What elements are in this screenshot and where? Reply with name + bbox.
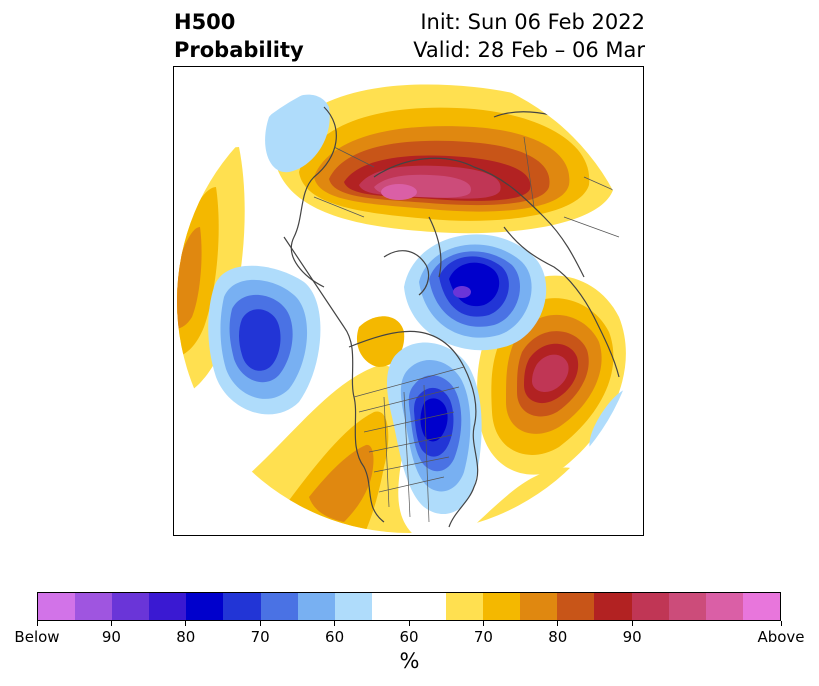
colorbar-segment <box>483 593 521 620</box>
colorbar-segment <box>334 593 372 620</box>
colorbar-tick-label: Below <box>14 628 60 646</box>
colorbar-label: % <box>399 649 420 673</box>
colorbar-segment <box>520 593 558 620</box>
valid-date-label: Valid: 28 Feb – 06 Mar <box>413 38 645 62</box>
colorbar-segment <box>112 593 150 620</box>
colorbar-segment <box>668 593 706 620</box>
title-line-1: H500 <box>174 10 236 34</box>
anomaly-above-south <box>234 316 584 533</box>
colorbar-tick-label: 70 <box>250 628 270 646</box>
colorbar-tick-label: Above <box>757 628 805 646</box>
colorbar-tick-label: 70 <box>473 628 493 646</box>
colorbar-segment <box>75 593 113 620</box>
colorbar-tick <box>259 621 261 626</box>
colorbar-segment <box>631 593 669 620</box>
colorbar-tick-label: 90 <box>622 628 642 646</box>
colorbar-segment <box>260 593 298 620</box>
colorbar-tick <box>334 621 336 626</box>
colorbar-tick-label: 80 <box>176 628 196 646</box>
anomaly-below-arctic <box>404 234 547 351</box>
colorbar-tick <box>36 621 38 626</box>
colorbar-segment <box>742 593 780 620</box>
date-info: Init: Sun 06 Feb 2022 Valid: 28 Feb – 06… <box>413 8 645 64</box>
colorbar-segment <box>371 593 447 620</box>
chart-title: H500 Probability <box>174 8 304 64</box>
colorbar-tick <box>482 621 484 626</box>
colorbar-tick-label: 60 <box>399 628 419 646</box>
colorbar-tick <box>185 621 187 626</box>
colorbar-tick-label: 60 <box>325 628 345 646</box>
country-borders <box>313 126 630 523</box>
colorbar <box>37 592 781 621</box>
colorbar-segment <box>594 593 632 620</box>
anomaly-below-pacific <box>208 265 321 415</box>
colorbar-segment <box>38 593 76 620</box>
colorbar-segment <box>223 593 261 620</box>
colorbar-segment <box>297 593 335 620</box>
anomaly-below-eastern-na <box>387 342 482 515</box>
title-line-2: Probability <box>174 38 304 62</box>
probability-map <box>177 69 641 533</box>
colorbar-tick <box>557 621 559 626</box>
colorbar-segment <box>149 593 187 620</box>
colorbar-segment <box>186 593 224 620</box>
colorbar-tick-label: 80 <box>548 628 568 646</box>
colorbar-tick <box>631 621 633 626</box>
init-date-label: Init: Sun 06 Feb 2022 <box>420 10 645 34</box>
colorbar-ticks: Below 90 80 70 60 60 70 80 90 Above <box>14 621 805 651</box>
colorbar-segment <box>557 593 595 620</box>
anomaly-below-north <box>265 94 330 173</box>
colorbar-segment <box>446 593 484 620</box>
map-panel <box>173 66 644 536</box>
colorbar-tick <box>780 621 782 626</box>
colorbar-tick <box>408 621 410 626</box>
colorbar-segment <box>705 593 743 620</box>
colorbar-tick <box>110 621 112 626</box>
colorbar-tick-label: 90 <box>101 628 121 646</box>
